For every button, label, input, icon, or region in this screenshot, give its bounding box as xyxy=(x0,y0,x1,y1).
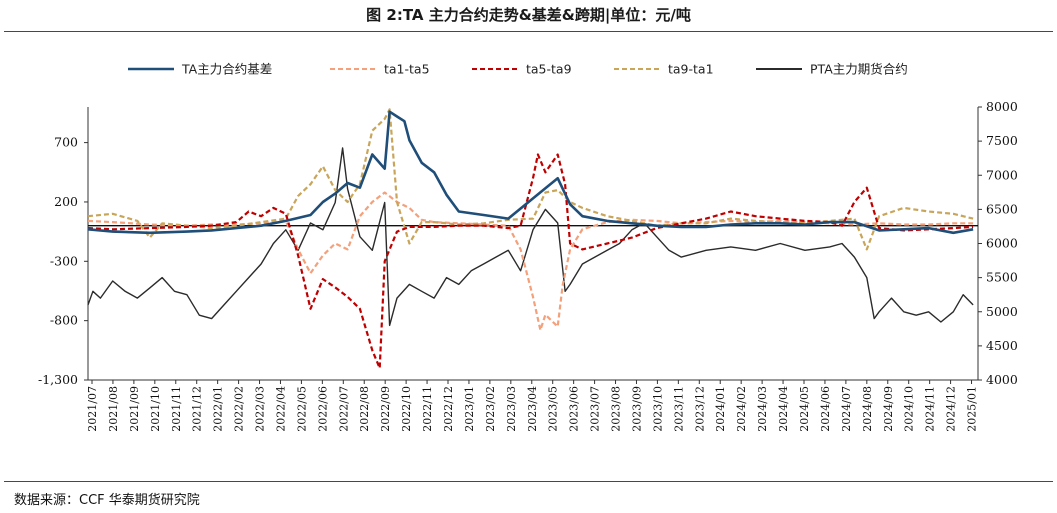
x-tick-label: 2022/10 xyxy=(400,386,413,432)
series-group xyxy=(87,108,974,370)
x-tick-label: 2021/11 xyxy=(170,386,183,432)
right-tick-label: 8000 xyxy=(986,99,1018,114)
x-tick-label: 2024/01 xyxy=(714,386,727,432)
legend-label-ta9_ta1: ta9-ta1 xyxy=(668,62,714,77)
x-tick-label: 2023/01 xyxy=(463,386,476,432)
chart-title: 图 2:TA 主力合约走势&基差&跨期|单位：元/吨 xyxy=(366,6,691,24)
x-tick-label: 2024/10 xyxy=(903,386,916,432)
legend-label-basis: TA主力合约基差 xyxy=(181,62,272,77)
x-tick-label: 2024/12 xyxy=(945,386,958,432)
x-tick-label: 2022/06 xyxy=(316,386,329,432)
x-tick-label: 2023/03 xyxy=(505,386,518,432)
right-tick-label: 6500 xyxy=(986,201,1018,216)
x-tick-label: 2022/04 xyxy=(274,386,287,432)
x-tick-label: 2022/09 xyxy=(379,386,392,432)
x-tick-label: 2021/12 xyxy=(191,386,204,432)
legend: TA主力合约基差 ta1-ta5 ta5-ta9 ta9-ta1 PTA主力期货合约 xyxy=(128,62,908,77)
x-tick-label: 2023/04 xyxy=(526,386,539,432)
x-tick-label: 2024/03 xyxy=(756,386,769,432)
x-tick-label: 2022/01 xyxy=(212,386,225,432)
x-tick-label: 2024/09 xyxy=(882,386,895,432)
x-tick-label: 2023/11 xyxy=(672,386,685,432)
right-tick-label: 7000 xyxy=(986,167,1018,182)
x-tick-label: 2022/12 xyxy=(442,386,455,432)
x-tick-label: 2023/10 xyxy=(651,386,664,432)
bottom-rule xyxy=(4,481,1053,482)
x-tick-label: 2023/02 xyxy=(484,386,497,432)
x-tick-label: 2023/08 xyxy=(610,386,623,432)
right-tick-label: 6000 xyxy=(986,236,1018,251)
legend-label-ta5_ta9: ta5-ta9 xyxy=(526,62,572,77)
x-tick-label: 2022/02 xyxy=(233,386,246,432)
chart: TA主力合约基差 ta1-ta5 ta5-ta9 ta9-ta1 PTA主力期货合约 7… xyxy=(38,62,1018,432)
x-tick-label: 2024/04 xyxy=(777,386,790,432)
x-tick-label: 2024/02 xyxy=(735,386,748,432)
top-rule xyxy=(4,31,1053,32)
x-tick-label: 2024/05 xyxy=(798,386,811,432)
x-tick-label: 2022/05 xyxy=(295,386,308,432)
x-tick-label: 2022/07 xyxy=(337,386,350,432)
x-tick-label: 2021/07 xyxy=(86,386,99,432)
x-tick-label: 2023/09 xyxy=(630,386,643,432)
left-axis: 700 200 -300 -800 -1,300 xyxy=(38,107,89,387)
x-tick-label: 2023/06 xyxy=(568,386,581,432)
legend-label-pta: PTA主力期货合约 xyxy=(810,62,908,77)
x-axis: 2021/07 2021/08 2021/09 2021/10 2021/11 2021/… xyxy=(86,379,979,432)
left-tick-label: 200 xyxy=(54,194,78,209)
x-tick-label: 2022/11 xyxy=(421,386,434,432)
x-tick-label: 2024/06 xyxy=(819,386,832,432)
left-tick-label: -800 xyxy=(50,313,78,328)
left-tick-label: 700 xyxy=(54,135,78,150)
x-tick-label: 2023/07 xyxy=(589,386,602,432)
right-axis: 8000 7500 7000 6500 6000 5500 5000 4500 4000 xyxy=(977,99,1018,387)
source-note: 数据来源：CCF 华泰期货研究院 xyxy=(14,493,200,508)
series-line-pta xyxy=(87,147,974,327)
left-tick-label: -300 xyxy=(50,253,78,268)
x-tick-label: 2021/10 xyxy=(149,386,162,432)
series-line-basis xyxy=(87,110,974,235)
x-tick-label: 2022/03 xyxy=(254,386,267,432)
left-tick-label: -1,300 xyxy=(38,372,78,387)
x-tick-label: 2021/08 xyxy=(107,386,120,432)
right-tick-label: 4500 xyxy=(986,338,1018,353)
legend-label-ta1_ta5: ta1-ta5 xyxy=(384,62,430,77)
x-tick-label: 2024/08 xyxy=(861,386,874,432)
right-tick-label: 4000 xyxy=(986,372,1018,387)
x-tick-label: 2024/07 xyxy=(840,386,853,432)
right-tick-label: 7500 xyxy=(986,133,1018,148)
x-tick-label: 2024/11 xyxy=(924,386,937,432)
x-tick-label: 2022/08 xyxy=(358,386,371,432)
right-tick-label: 5500 xyxy=(986,270,1018,285)
x-tick-label: 2023/05 xyxy=(547,386,560,432)
x-tick-label: 2023/12 xyxy=(693,386,706,432)
right-tick-label: 5000 xyxy=(986,304,1018,319)
series-line-ta5_ta9 xyxy=(87,153,974,370)
x-tick-label: 2025/01 xyxy=(966,386,979,432)
x-tick-label: 2021/09 xyxy=(128,386,141,432)
